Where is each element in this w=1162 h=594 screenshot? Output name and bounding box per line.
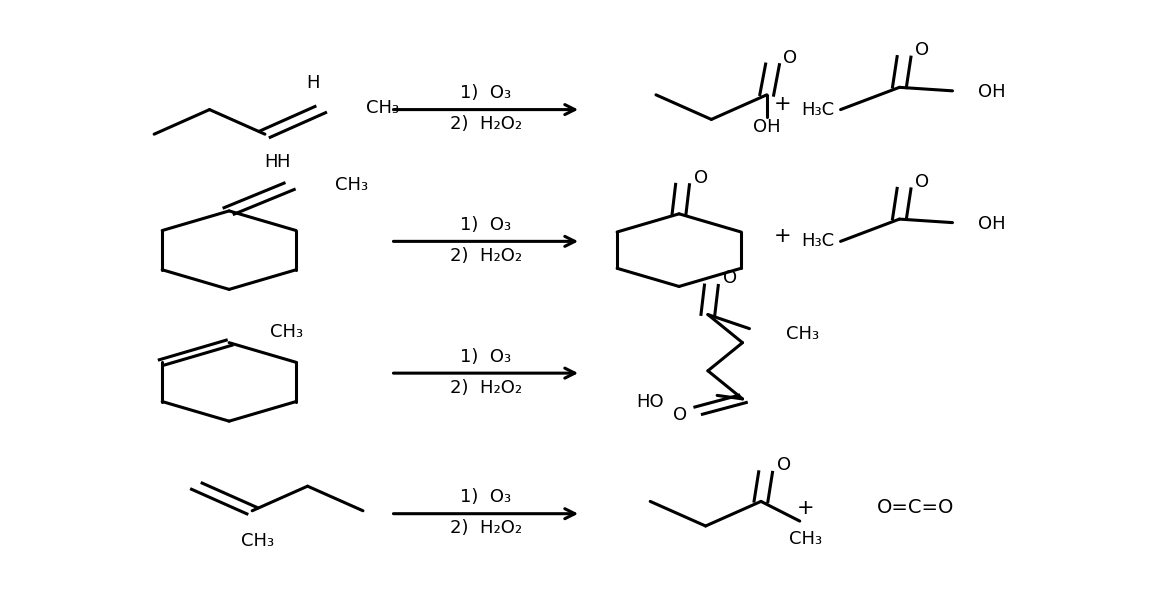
Text: O: O [777, 456, 791, 474]
Text: CH₃: CH₃ [270, 323, 302, 341]
Text: HO: HO [637, 393, 664, 411]
Text: CH₃: CH₃ [242, 532, 274, 550]
Text: 2)  H₂O₂: 2) H₂O₂ [450, 115, 522, 133]
Text: CH₃: CH₃ [789, 530, 822, 548]
Text: 1)  O₃: 1) O₃ [460, 84, 511, 102]
Text: 2)  H₂O₂: 2) H₂O₂ [450, 519, 522, 538]
Text: O: O [673, 406, 687, 424]
Text: CH₃: CH₃ [366, 99, 400, 118]
Text: 2)  H₂O₂: 2) H₂O₂ [450, 247, 522, 265]
Text: +: + [774, 94, 791, 113]
Text: H: H [264, 153, 278, 171]
Text: O: O [783, 49, 797, 67]
Text: H: H [277, 153, 290, 170]
Text: O: O [916, 173, 930, 191]
Text: 1)  O₃: 1) O₃ [460, 488, 511, 506]
Text: H₃C: H₃C [802, 100, 834, 119]
Text: +: + [797, 498, 815, 518]
Text: OH: OH [978, 83, 1005, 101]
Text: +: + [774, 226, 791, 245]
Text: CH₃: CH₃ [787, 325, 819, 343]
Text: OH: OH [978, 215, 1005, 233]
Text: OH: OH [753, 118, 781, 136]
Text: O: O [723, 269, 737, 287]
Text: CH₃: CH₃ [336, 176, 368, 194]
Text: O: O [694, 169, 708, 187]
Text: 2)  H₂O₂: 2) H₂O₂ [450, 379, 522, 397]
Text: 1)  O₃: 1) O₃ [460, 347, 511, 366]
Text: H: H [307, 74, 320, 92]
Text: O: O [916, 42, 930, 59]
Text: 1)  O₃: 1) O₃ [460, 216, 511, 234]
Text: O=C=O: O=C=O [877, 498, 954, 517]
Text: H₃C: H₃C [802, 232, 834, 250]
